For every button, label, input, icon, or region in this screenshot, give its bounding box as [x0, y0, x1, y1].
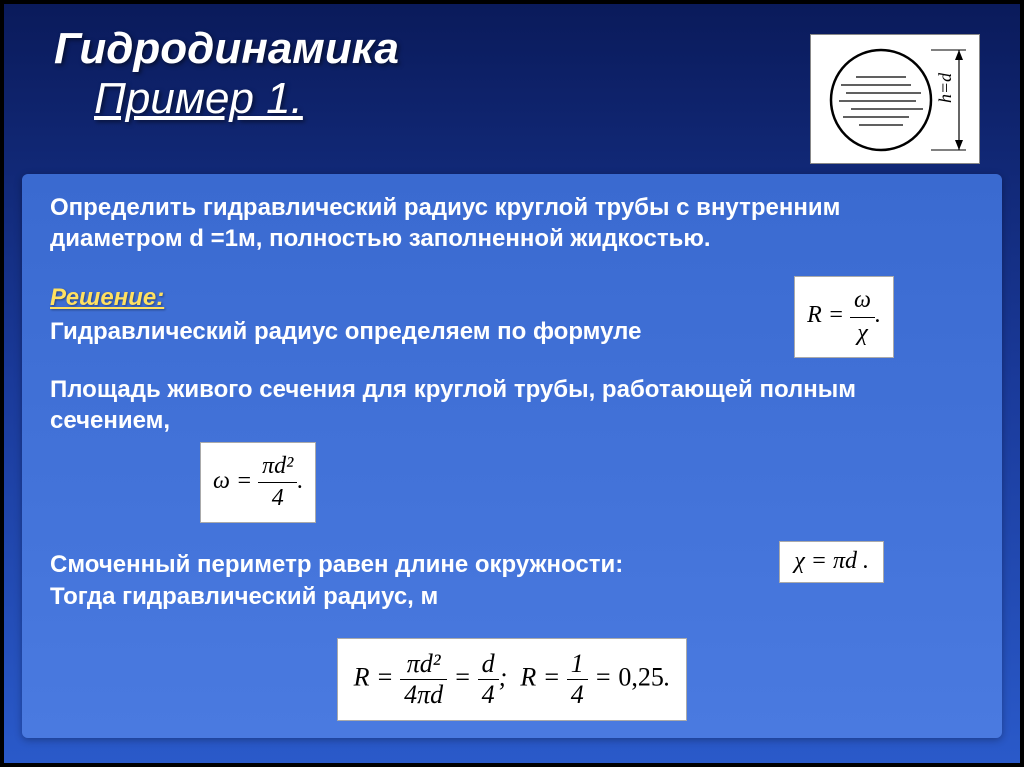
- title-line1: Гидродинамика: [54, 24, 399, 74]
- row-final-result: R = πd² 4πd = d 4 ; R = 1 4 = 0,25.: [50, 638, 974, 721]
- title-line2: Пример 1.: [94, 74, 399, 124]
- line4-text: Тогда гидравлический радиус, м: [50, 583, 438, 610]
- row-formula-definition: Гидравлический радиус определяем по форм…: [50, 316, 974, 347]
- line3-text: Смоченный периметр равен длине окружност…: [50, 551, 623, 578]
- formula-hydraulic-radius: R = ω χ .: [794, 276, 894, 357]
- formula-area: ω = πd² 4 .: [200, 442, 316, 523]
- slide-title-block: Гидродинамика Пример 1.: [54, 24, 399, 124]
- line2-text: Площадь живого сечения для круглой трубы…: [50, 376, 856, 434]
- formula-final: R = πd² 4πd = d 4 ; R = 1 4 = 0,25.: [337, 638, 688, 721]
- formula-wetted-perimeter: χ = πd .: [779, 541, 884, 582]
- content-panel: Определить гидравлический радиус круглой…: [22, 174, 1002, 738]
- line1-text: Гидравлический радиус определяем по форм…: [50, 318, 641, 345]
- pipe-cross-section-diagram: h=d: [810, 34, 980, 164]
- row-area: Площадь живого сечения для круглой трубы…: [50, 374, 974, 524]
- problem-statement: Определить гидравлический радиус круглой…: [50, 192, 974, 254]
- diagram-label: h=d: [935, 72, 955, 103]
- row-perimeter: Смоченный периметр равен длине окружност…: [50, 549, 974, 611]
